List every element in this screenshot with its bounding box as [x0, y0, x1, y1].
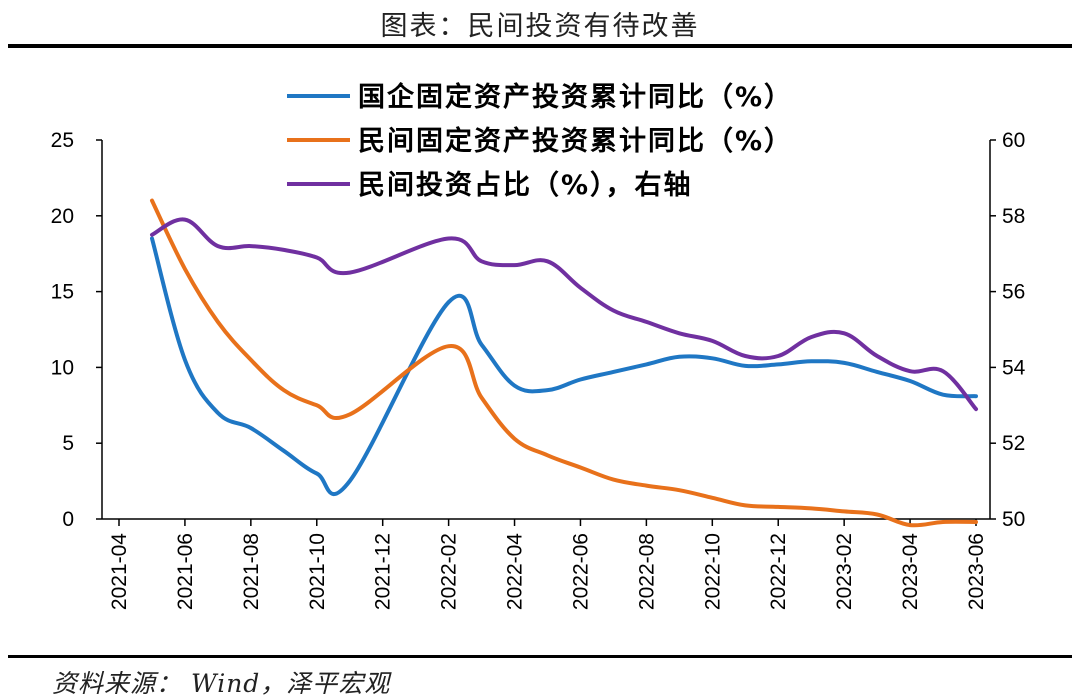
legend-label-3: 民间投资占比（%），右轴 — [358, 170, 693, 201]
x-tick-label: 2022-12 — [767, 533, 790, 610]
series-line-2 — [150, 198, 978, 528]
right-tick-label: 56 — [1002, 281, 1025, 304]
x-tick-label: 2021-10 — [306, 533, 329, 610]
legend: 国企固定资产投资累计同比（%） 民间固定资产投资累计同比（%） 民间投资占比（%），… — [287, 81, 793, 201]
chart-title: 图表：民间投资有待改善 — [380, 11, 700, 42]
right-tick-label: 54 — [1002, 356, 1026, 379]
legend-label-1: 国企固定资产投资累计同比（%） — [358, 81, 793, 113]
left-tick-label: 15 — [51, 281, 74, 304]
x-tick-label: 2023-04 — [899, 533, 922, 610]
series-lines — [150, 198, 978, 528]
x-tick-label: 2022-04 — [504, 533, 527, 610]
source-note: 资料来源： Wind，泽平宏观 — [52, 669, 391, 698]
bottom-rule — [8, 655, 1072, 658]
axes: 0 5 10 15 20 25 50 52 54 56 58 60 2021-04 2021-06 2021… — [51, 129, 1026, 610]
x-tick-label: 2023-06 — [965, 533, 988, 610]
series-line-1 — [150, 236, 978, 497]
x-tick-label: 2021-08 — [240, 533, 263, 610]
x-tick-label: 2022-10 — [701, 533, 724, 610]
right-tick-label: 50 — [1002, 508, 1025, 531]
top-rule — [8, 44, 1072, 48]
line-chart: 0 5 10 15 20 25 50 52 54 56 58 60 2021-04 2021-06 2021… — [51, 81, 1026, 610]
right-tick-label: 52 — [1002, 432, 1025, 455]
x-tick-label: 2021-04 — [108, 533, 131, 610]
x-tick-label: 2022-06 — [569, 533, 592, 610]
left-tick-label: 10 — [51, 356, 74, 379]
left-tick-label: 20 — [51, 205, 74, 228]
x-tick-label: 2023-02 — [833, 533, 856, 610]
legend-label-2: 民间固定资产投资累计同比（%） — [358, 125, 793, 157]
x-tick-label: 2022-08 — [635, 533, 658, 610]
left-tick-label: 5 — [62, 432, 74, 455]
right-tick-label: 60 — [1002, 129, 1025, 152]
x-tick-label: 2022-02 — [438, 533, 461, 610]
left-tick-label: 25 — [51, 129, 74, 152]
left-tick-label: 0 — [62, 508, 74, 531]
series-line-3 — [150, 217, 978, 412]
right-tick-label: 58 — [1002, 205, 1025, 228]
x-tick-label: 2021-06 — [174, 533, 197, 610]
x-tick-label: 2021-12 — [372, 533, 395, 610]
